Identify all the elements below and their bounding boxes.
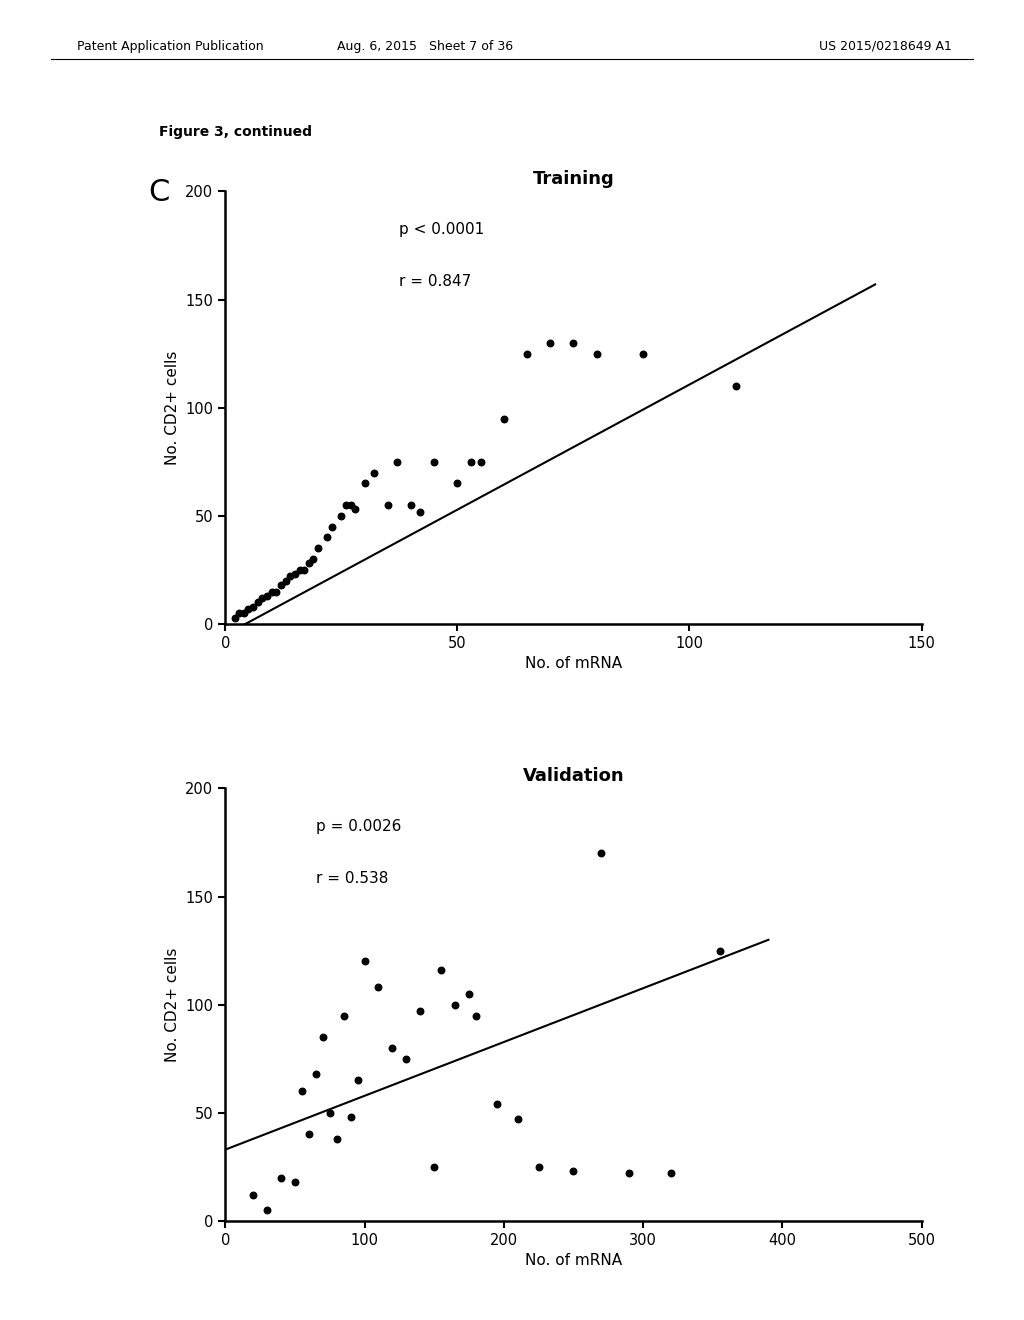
Point — [530, 1156, 547, 1177]
Point — [461, 983, 477, 1005]
Point — [366, 462, 382, 483]
Point — [356, 950, 373, 972]
Point — [593, 842, 609, 863]
Point — [565, 1160, 582, 1181]
Point — [254, 587, 270, 609]
Point — [338, 495, 354, 516]
Point — [496, 408, 512, 429]
Text: Figure 3, continued: Figure 3, continued — [159, 125, 311, 140]
Point — [412, 1001, 428, 1022]
Point — [384, 1038, 400, 1059]
Point — [433, 960, 450, 981]
Point — [542, 333, 558, 354]
Point — [635, 343, 651, 364]
Point — [426, 1156, 442, 1177]
Point — [728, 375, 744, 396]
Point — [510, 1109, 526, 1130]
Point — [446, 994, 463, 1015]
Text: C: C — [148, 178, 170, 207]
Point — [322, 1102, 338, 1123]
Text: Aug. 6, 2015   Sheet 7 of 36: Aug. 6, 2015 Sheet 7 of 36 — [337, 40, 513, 53]
Point — [292, 560, 308, 581]
Point — [259, 585, 275, 606]
Point — [565, 333, 582, 354]
Point — [398, 1048, 415, 1069]
Point — [278, 570, 294, 591]
Point — [342, 495, 358, 516]
Point — [324, 516, 340, 537]
Y-axis label: No. CD2+ cells: No. CD2+ cells — [165, 948, 180, 1061]
Point — [663, 1163, 679, 1184]
Point — [245, 1184, 261, 1205]
Point — [712, 940, 728, 961]
Point — [305, 549, 322, 570]
Point — [488, 1094, 505, 1115]
Text: r = 0.538: r = 0.538 — [315, 871, 388, 886]
Point — [272, 1167, 289, 1188]
Point — [272, 574, 289, 595]
Point — [468, 1005, 484, 1026]
Point — [450, 473, 466, 494]
X-axis label: No. of mRNA: No. of mRNA — [525, 1254, 622, 1269]
Point — [336, 1005, 352, 1026]
Point — [412, 502, 428, 523]
Text: p < 0.0001: p < 0.0001 — [399, 222, 484, 236]
Point — [347, 499, 364, 520]
Point — [371, 977, 387, 998]
Point — [314, 1027, 331, 1048]
X-axis label: No. of mRNA: No. of mRNA — [525, 656, 622, 672]
Text: r = 0.847: r = 0.847 — [399, 273, 472, 289]
Point — [472, 451, 488, 473]
Point — [294, 1081, 310, 1102]
Point — [259, 1200, 275, 1221]
Point — [380, 495, 396, 516]
Point — [389, 451, 406, 473]
Point — [263, 581, 280, 602]
Point — [349, 1069, 366, 1090]
Text: p = 0.0026: p = 0.0026 — [315, 818, 401, 834]
Point — [463, 451, 479, 473]
Point — [268, 581, 285, 602]
Point — [333, 506, 349, 527]
Point — [301, 1123, 317, 1144]
Point — [329, 1129, 345, 1150]
Point — [231, 603, 248, 624]
Point — [287, 1172, 303, 1193]
Point — [342, 1106, 358, 1127]
Point — [301, 553, 317, 574]
Point — [621, 1163, 637, 1184]
Point — [319, 527, 336, 548]
Text: Patent Application Publication: Patent Application Publication — [77, 40, 263, 53]
Point — [519, 343, 536, 364]
Point — [282, 566, 298, 587]
Point — [287, 564, 303, 585]
Point — [236, 603, 252, 624]
Point — [589, 343, 605, 364]
Point — [226, 607, 243, 628]
Title: Training: Training — [532, 170, 614, 189]
Text: US 2015/0218649 A1: US 2015/0218649 A1 — [819, 40, 952, 53]
Point — [245, 597, 261, 618]
Point — [402, 495, 419, 516]
Point — [307, 1064, 324, 1085]
Point — [296, 560, 312, 581]
Point — [356, 473, 373, 494]
Point — [426, 451, 442, 473]
Y-axis label: No. CD2+ cells: No. CD2+ cells — [165, 351, 180, 465]
Point — [241, 598, 257, 619]
Point — [310, 537, 327, 558]
Point — [250, 591, 266, 612]
Title: Validation: Validation — [522, 767, 625, 785]
